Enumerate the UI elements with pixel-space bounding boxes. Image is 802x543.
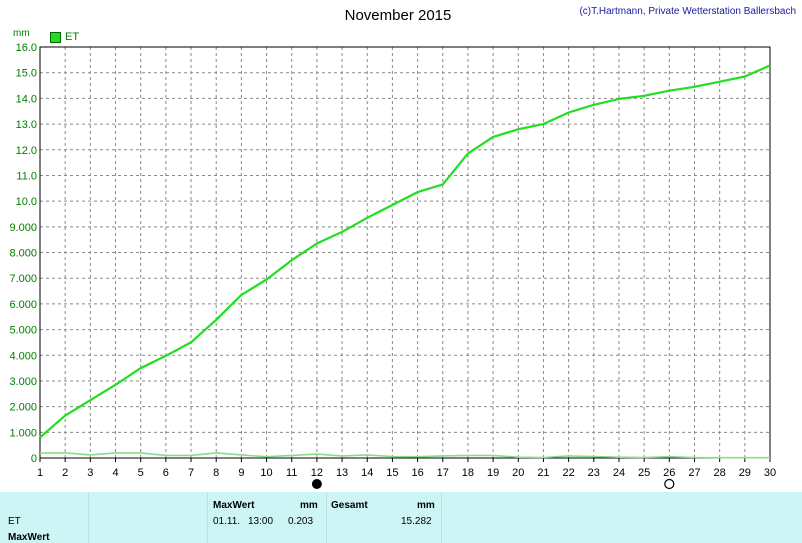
axes: 1 2 3 4 5 6 7 8 9 10 11 12 13 14 15 16 17 18 19 20 21 22 23 24 2… <box>9 42 776 479</box>
x-tick-label: 14 <box>361 467 373 479</box>
x-tick-label: 15 <box>386 467 398 479</box>
x-tick-label: 21 <box>537 467 549 479</box>
y-tick-label: 10.0 <box>16 196 37 208</box>
divider <box>88 492 89 543</box>
series-line-0 <box>39 64 771 439</box>
max-time: 13:00 <box>248 516 274 527</box>
x-tick-label: 22 <box>562 467 574 479</box>
credit-text: (c)T.Hartmann, Private Wetterstation Bal… <box>579 6 796 17</box>
x-tick-label: 4 <box>112 467 118 479</box>
divider <box>326 492 327 543</box>
x-tick-label: 30 <box>764 467 776 479</box>
x-tick-label: 17 <box>437 467 449 479</box>
x-tick-label: 25 <box>638 467 650 479</box>
x-tick-label: 29 <box>739 467 751 479</box>
x-tick-label: 6 <box>163 467 169 479</box>
y-tick-label: 8.000 <box>9 248 37 260</box>
x-tick-label: 8 <box>213 467 219 479</box>
row-label-maxwert: MaxWert <box>8 532 50 543</box>
y-tick-label: 13.0 <box>16 119 37 131</box>
y-tick-label: 3.000 <box>9 376 37 388</box>
y-tick-label: 12.0 <box>16 145 37 157</box>
grid <box>40 47 770 458</box>
y-tick-label: 0 <box>31 453 37 465</box>
divider <box>207 492 208 543</box>
x-tick-label: 19 <box>487 467 499 479</box>
x-tick-label: 23 <box>588 467 600 479</box>
y-tick-label: 16.0 <box>16 42 37 54</box>
x-tick-label: 5 <box>138 467 144 479</box>
y-tick-label: 6.000 <box>9 299 37 311</box>
divider <box>441 492 442 543</box>
legend: ET <box>50 31 79 43</box>
x-tick-label: 20 <box>512 467 524 479</box>
total-unit: mm <box>417 500 435 511</box>
y-tick-label: 15.0 <box>16 68 37 80</box>
chart-area: 1 2 3 4 5 6 7 8 9 10 11 12 13 14 15 16 17 18 19 20 21 22 23 24 2… <box>9 42 776 490</box>
full-moon-icon <box>311 479 322 489</box>
x-tick-label: 9 <box>238 467 244 479</box>
y-tick-label: 7.000 <box>9 273 37 285</box>
y-tick-label: 14.0 <box>16 93 37 105</box>
chart-title: November 2015 <box>344 7 452 24</box>
y-tick-label: 1.000 <box>9 427 37 439</box>
y-axis-unit: mm <box>13 28 30 39</box>
x-tick-label: 24 <box>613 467 625 479</box>
x-tick-label: 18 <box>462 467 474 479</box>
new-moon-icon <box>664 478 675 490</box>
legend-label-et: ET <box>65 31 80 43</box>
x-tick-label: 26 <box>663 467 675 479</box>
y-tick-label: 5.000 <box>9 325 37 337</box>
y-tick-label: 4.000 <box>9 350 37 362</box>
row-label-et: ET <box>8 516 21 527</box>
max-header: MaxWert <box>213 500 255 511</box>
x-tick-label: 7 <box>188 467 194 479</box>
y-tick-label: 11.0 <box>16 170 37 182</box>
max-unit: mm <box>300 500 318 511</box>
plot-frame <box>39 46 771 459</box>
series-line-1 <box>40 452 770 459</box>
x-tick-label: 3 <box>87 467 93 479</box>
x-tick-label: 28 <box>714 467 726 479</box>
legend-swatch-et <box>50 31 61 43</box>
x-tick-label: 10 <box>260 467 272 479</box>
x-tick-label: 27 <box>688 467 700 479</box>
x-tick-label: 2 <box>62 467 68 479</box>
x-tick-label: 16 <box>411 467 423 479</box>
max-value: 0.203 <box>288 516 314 527</box>
x-tick-label: 13 <box>336 467 348 479</box>
y-tick-label: 2.000 <box>9 402 37 414</box>
max-date: 01.11. <box>213 516 241 527</box>
series-lines <box>39 64 771 459</box>
x-tick-label: 11 <box>286 467 297 479</box>
total-header: Gesamt <box>331 500 368 511</box>
x-tick-label: 12 <box>311 467 323 479</box>
x-tick-label: 1 <box>37 467 43 479</box>
total-value: 15.282 <box>401 516 432 527</box>
y-tick-label: 9.000 <box>9 222 37 234</box>
summary-panel <box>0 492 802 543</box>
moon-markers <box>311 478 675 490</box>
